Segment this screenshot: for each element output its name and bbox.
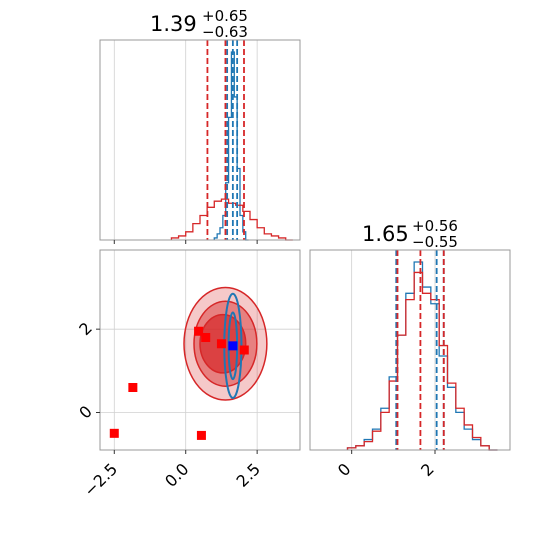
top-axes-frame [99, 39, 301, 241]
red-marker-1 [201, 333, 211, 342]
red-marker-3 [239, 345, 249, 355]
joint-xtick-label-2: 2.5 [233, 459, 264, 490]
marginal-histogram-x: 1.39 +0.65 −0.63 [99, 7, 301, 244]
red-marker-4 [128, 383, 138, 392]
red-marker-0 [194, 326, 204, 336]
histogram-blue-0 [213, 51, 249, 241]
right-axes-frame [309, 249, 511, 451]
right-xtick-label-1: 2 [417, 459, 438, 480]
top-title-plus: +0.65 [202, 7, 248, 25]
joint-xtick-label-1: 0.0 [161, 459, 192, 490]
red-marker-6 [196, 430, 206, 440]
blue-marker-0 [228, 341, 238, 351]
right-title-plus: +0.56 [412, 217, 458, 235]
right-title-median: 1.65 [362, 222, 409, 246]
marginal-histogram-y: 1.65 +0.56 −0.55 0 2 [309, 217, 511, 480]
joint-ytick-label-1: 2 [75, 318, 96, 339]
joint-scatter-panel: −2.5 0.0 2.5 0 2 [75, 249, 301, 500]
joint-ytick-label-0: 0 [75, 402, 96, 423]
right-xtick-label-0: 0 [334, 459, 355, 480]
joint-xtick-label-0: −2.5 [80, 459, 121, 500]
top-title-minus: −0.63 [202, 23, 248, 41]
histogram-red-1 [170, 198, 293, 241]
right-title-minus: −0.55 [412, 233, 458, 251]
top-title-median: 1.39 [150, 12, 197, 36]
joint-axes-frame [99, 249, 301, 451]
red-marker-2 [216, 339, 226, 349]
red-marker-5 [109, 428, 119, 438]
histogram-red-1 [346, 271, 498, 451]
